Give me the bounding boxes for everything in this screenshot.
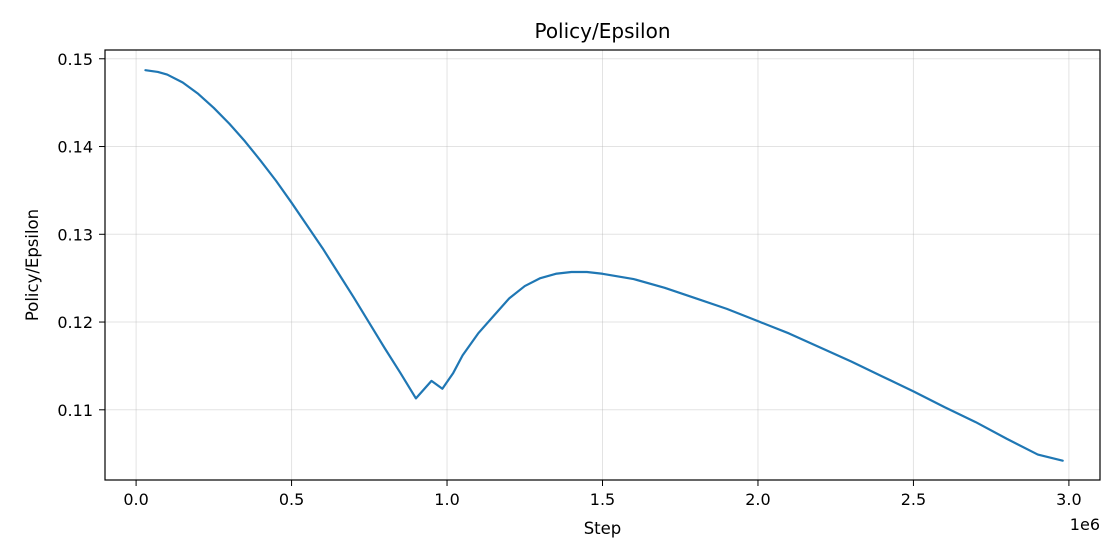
x-axis-offset-label: 1e6 <box>1070 515 1100 534</box>
chart-title: Policy/Epsilon <box>534 19 670 43</box>
y-tick-label: 0.14 <box>57 138 93 157</box>
y-tick-label: 0.15 <box>57 50 93 69</box>
grid <box>105 50 1100 480</box>
x-tick-label: 2.5 <box>901 490 926 509</box>
y-tick-label: 0.13 <box>57 225 93 244</box>
x-tick-label: 1.0 <box>434 490 459 509</box>
series-line <box>144 69 1064 462</box>
x-tick-label: 3.0 <box>1056 490 1081 509</box>
x-tick-label: 0.0 <box>123 490 148 509</box>
y-tick-label: 0.11 <box>57 401 93 420</box>
ticks: 0.0 0.5 1.0 1.5 2.0 2.5 3.0 0.11 0.12 0.13 0.14 0.1… <box>57 50 1081 509</box>
x-axis-label: Step <box>584 519 622 538</box>
y-tick-label: 0.12 <box>57 313 93 332</box>
x-tick-label: 2.0 <box>745 490 770 509</box>
x-tick-label: 1.5 <box>590 490 615 509</box>
y-axis-label: Policy/Epsilon <box>23 209 42 321</box>
x-tick-label: 0.5 <box>279 490 304 509</box>
series-layer <box>144 69 1064 462</box>
